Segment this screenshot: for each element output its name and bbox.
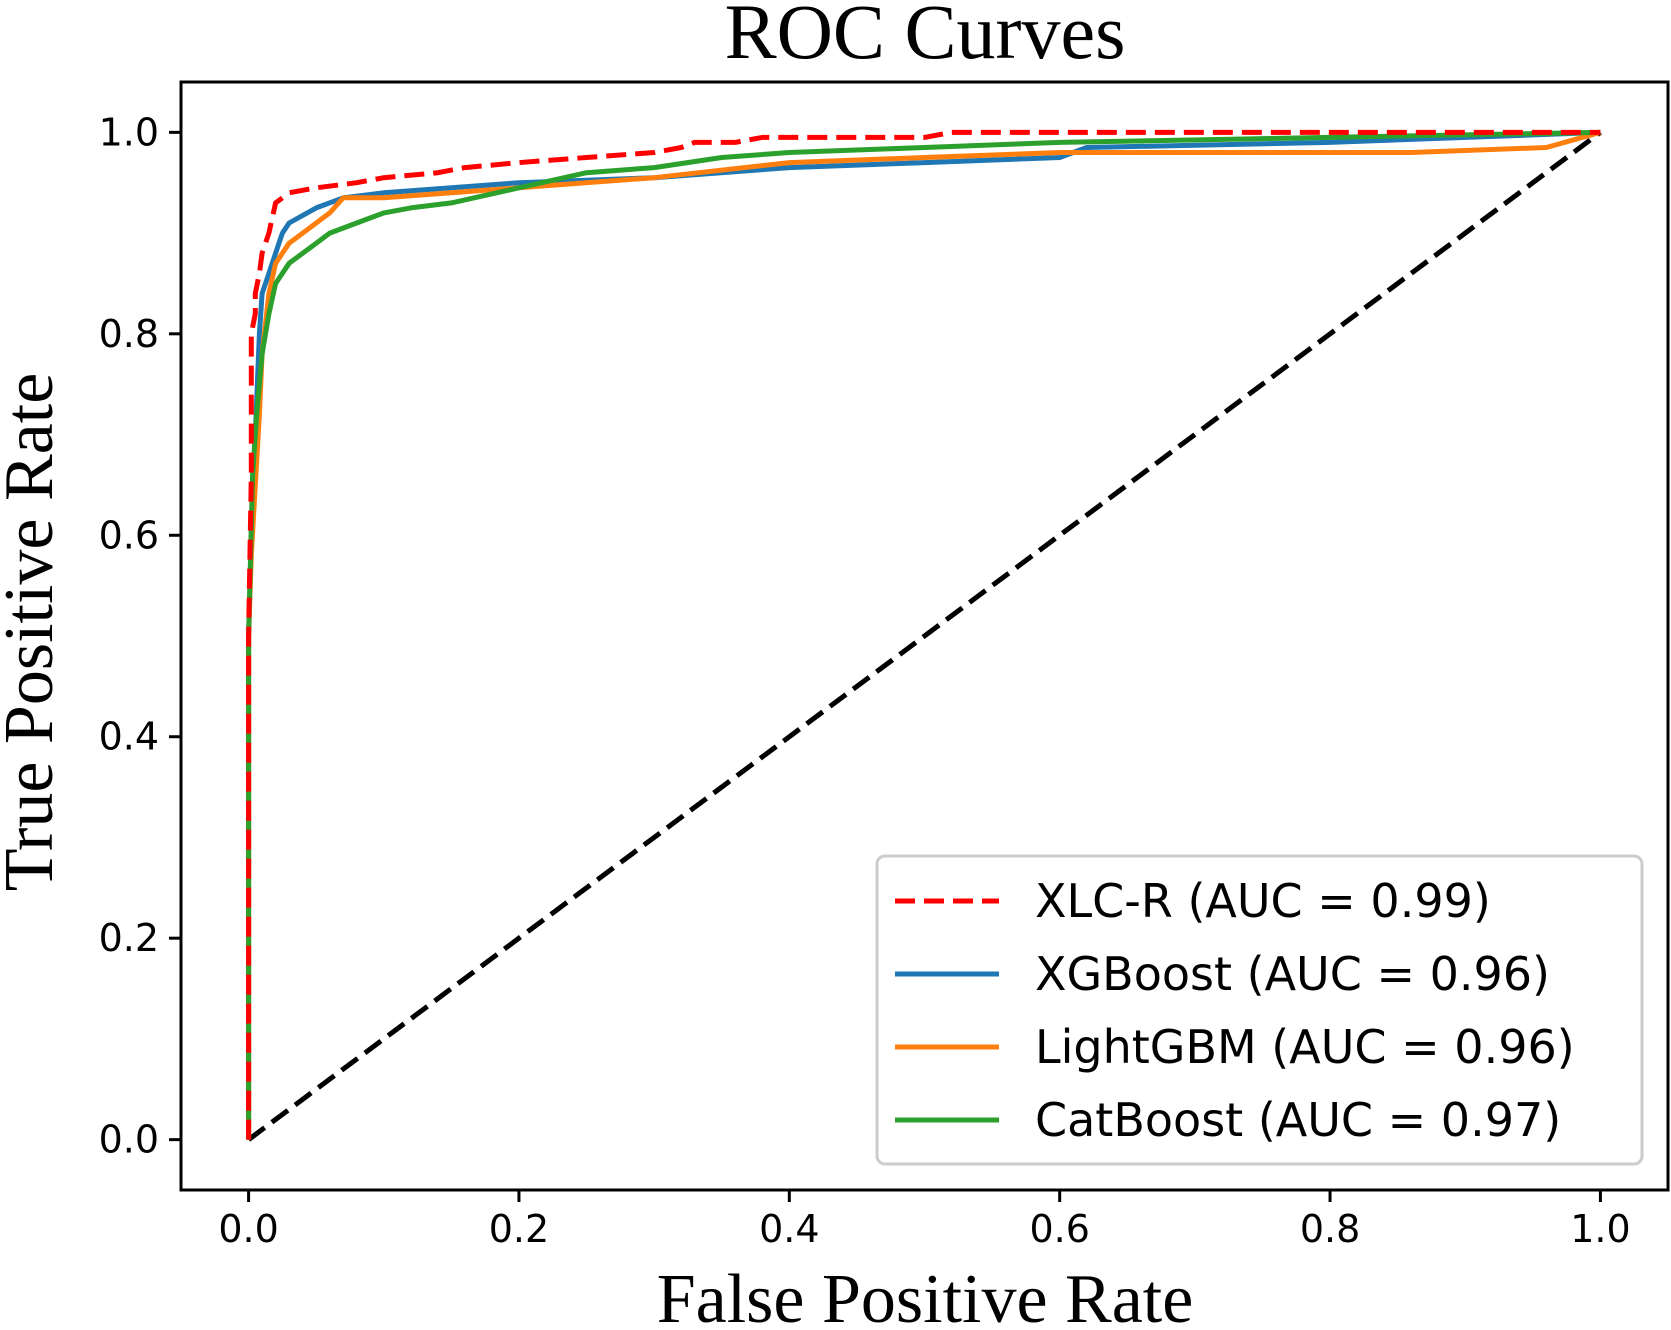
- series-line-3: [246, 129, 1601, 1140]
- y-tick-label: 0.4: [99, 715, 159, 759]
- plot-area: [246, 129, 1602, 1142]
- legend-box: [875, 854, 1644, 1166]
- legend-entry: CatBoost (AUC = 0.97): [1035, 1093, 1561, 1147]
- y-axis-label: True Positive Rate: [0, 373, 68, 892]
- x-tick-label: 0.2: [489, 1207, 549, 1251]
- x-tick-label: 0.6: [1029, 1207, 1089, 1251]
- legend: XLC-R (AUC = 0.99) XGBoost (AUC = 0.96) Li…: [875, 854, 1644, 1166]
- plot-frame: [179, 80, 1670, 1192]
- chart-title: ROC Curves: [725, 0, 1126, 75]
- y-tick-label: 0.2: [99, 916, 159, 960]
- x-axis-label: False Positive Rate: [657, 1261, 1194, 1330]
- axis-ticks: 0.0 0.2 0.4 0.6 0.8 1.0 0.0 0.2 0.4 0.6 0.8 1.0: [99, 110, 1631, 1251]
- legend-entry: XLC-R (AUC = 0.99): [1035, 874, 1491, 928]
- y-tick-label: 0.0: [99, 1118, 159, 1162]
- x-tick-label: 0.8: [1300, 1207, 1360, 1251]
- y-tick-label: 0.8: [99, 312, 159, 356]
- x-tick-label: 0.4: [759, 1207, 819, 1251]
- y-tick-label: 0.6: [99, 513, 159, 557]
- legend-entry: XGBoost (AUC = 0.96): [1035, 947, 1550, 1001]
- series-line-4: [247, 130, 1602, 1142]
- legend-entry: LightGBM (AUC = 0.96): [1035, 1020, 1575, 1074]
- x-tick-label: 0.0: [218, 1207, 278, 1251]
- x-tick-label: 1.0: [1570, 1207, 1630, 1251]
- y-tick-label: 1.0: [99, 110, 159, 154]
- series-line-2: [246, 129, 1602, 1140]
